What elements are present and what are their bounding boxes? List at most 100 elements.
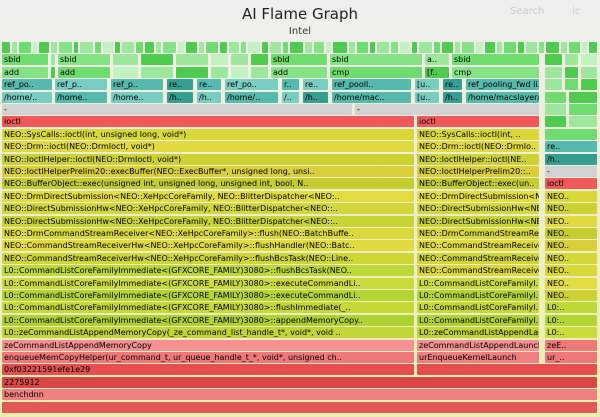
flame-frame[interactable] [95, 42, 101, 53]
flame-frame[interactable]: /h.. [545, 153, 597, 165]
flame-frame[interactable]: NEO::CommandStreamReceiverHw<NEO::XeHpcC… [2, 252, 414, 264]
flame-frame[interactable]: add [58, 66, 110, 78]
flame-frame[interactable] [251, 54, 268, 66]
flame-frame[interactable]: /h.. [443, 91, 462, 103]
flame-frame[interactable] [314, 42, 324, 53]
flame-frame[interactable] [51, 66, 55, 78]
flame-frame[interactable] [176, 66, 208, 78]
flame-frame[interactable] [80, 42, 93, 53]
flame-frame[interactable]: L0:.. [545, 327, 597, 339]
flame-frame[interactable]: - [545, 166, 597, 177]
flame-frame[interactable] [582, 42, 587, 53]
flame-frame[interactable]: L0::CommandListCoreFamilyImmediate<(GFXC… [2, 290, 414, 301]
flame-frame[interactable] [231, 66, 248, 78]
flame-frame[interactable] [545, 54, 562, 66]
flame-frame[interactable]: /home/.. [225, 91, 278, 103]
flame-frame[interactable]: - [2, 104, 352, 115]
flame-frame[interactable]: zeE.. [545, 339, 597, 351]
flame-frame[interactable]: NEO::DrmCommandStreamReceiver<NEO::XeHpc… [2, 228, 414, 239]
flame-frame[interactable] [186, 42, 197, 53]
flame-frame[interactable]: [u.. [415, 91, 439, 103]
flame-frame[interactable]: [u.. [415, 79, 439, 91]
flame-frame[interactable]: NEO::DrmDirectSubmission<N.. [417, 190, 539, 202]
flame-frame[interactable] [156, 42, 161, 53]
flame-frame[interactable] [569, 42, 580, 53]
flame-frame[interactable] [136, 42, 143, 53]
flame-frame[interactable]: NEO::CommandStreamReceiverHw<NEO::XeHpcC… [2, 240, 414, 252]
flame-frame[interactable]: L0::CommandListCoreFamilyI.. [417, 302, 539, 314]
flame-frame[interactable] [539, 42, 544, 53]
flame-frame[interactable]: L0::zeCommandListAppendLau.. [417, 327, 539, 339]
flame-frame[interactable]: /.. [282, 91, 299, 103]
flame-frame[interactable] [569, 116, 597, 128]
flame-frame[interactable] [565, 54, 578, 66]
flame-frame[interactable]: L0::CommandListCoreFamilyImmediate<(GFXC… [2, 277, 414, 289]
flame-frame[interactable]: NEO::CommandStreamReceiver. [417, 265, 539, 277]
flame-frame[interactable] [141, 66, 173, 78]
flame-frame[interactable] [163, 42, 176, 53]
flame-frame[interactable] [305, 42, 312, 53]
flame-frame[interactable]: NEO::IoctlHelper::ioctl(NEO::DrmIoctl, v… [2, 153, 414, 165]
flame-frame[interactable]: re.. [303, 79, 328, 91]
flame-frame[interactable] [33, 42, 37, 53]
flame-frame[interactable]: L0::CommandListCoreFamilyImmediate<(GFXC… [2, 302, 414, 314]
flame-frame[interactable] [283, 42, 288, 53]
flame-frame[interactable]: NEO::DrmCommandStreamRecei [417, 228, 539, 239]
flame-frame[interactable]: NEO::CommandStreamReceiver.. [417, 252, 539, 264]
flame-frame[interactable] [145, 42, 154, 53]
flame-frame[interactable]: re.. [443, 79, 462, 91]
flame-frame[interactable]: NEO.. [545, 252, 597, 264]
search-button[interactable]: Search [510, 6, 545, 17]
flame-frame[interactable]: /home.. [55, 91, 107, 103]
flame-frame[interactable]: 0xf03221591efe1e29 [2, 364, 414, 376]
flame-frame[interactable]: sbid [2, 54, 48, 66]
flame-frame[interactable]: add [2, 66, 48, 78]
flame-frame[interactable] [51, 42, 57, 53]
flame-frame[interactable] [462, 42, 474, 53]
flame-frame[interactable]: NEO.. [545, 203, 597, 215]
flame-frame[interactable]: benchdnn [2, 389, 597, 401]
flame-frame[interactable] [39, 42, 49, 53]
flame-frame[interactable]: sbid [330, 54, 422, 66]
flame-frame[interactable]: NEO::CommandStreamReceiver.. [417, 240, 539, 252]
flame-frame[interactable] [419, 42, 432, 53]
flame-frame[interactable] [206, 42, 218, 53]
flame-frame[interactable]: ref_pooling_fwd li.. [466, 79, 539, 91]
flame-frame[interactable]: ref_pooll.. [332, 79, 411, 91]
flame-frame[interactable] [497, 42, 502, 53]
flame-frame[interactable] [290, 42, 303, 53]
flame-frame[interactable] [2, 42, 10, 53]
flame-frame[interactable]: cmp [452, 66, 539, 78]
flame-frame[interactable] [211, 54, 228, 66]
flame-frame[interactable] [241, 42, 246, 53]
flame-frame[interactable]: a.. [425, 54, 449, 66]
flame-frame[interactable] [262, 42, 268, 53]
flame-frame[interactable]: /h.. [167, 91, 193, 103]
flame-frame[interactable] [581, 54, 597, 66]
flame-frame[interactable]: NEO.. [545, 240, 597, 252]
flame-frame[interactable] [545, 79, 562, 91]
flame-frame[interactable] [589, 42, 597, 53]
flame-frame[interactable] [546, 42, 559, 53]
flame-frame[interactable] [442, 42, 453, 53]
flame-frame[interactable]: /h.. [303, 91, 328, 103]
flame-frame[interactable] [565, 66, 578, 78]
flame-frame[interactable]: NEO::DirectSubmissionHw<NEO::XeHpcCoreFa… [2, 203, 414, 215]
flame-frame[interactable]: ioctl [417, 116, 539, 128]
flame-frame[interactable]: sbid [452, 54, 539, 66]
flame-frame[interactable]: urEnqueueKernelLaunch [417, 352, 539, 363]
flame-frame[interactable] [545, 66, 562, 78]
flame-frame[interactable] [103, 42, 113, 53]
ignore-case-button[interactable]: ic [572, 6, 581, 17]
flame-frame[interactable]: sbid [58, 54, 110, 66]
flame-frame[interactable] [2, 401, 597, 413]
flame-frame[interactable] [74, 42, 78, 53]
flame-frame[interactable]: sbid [271, 54, 327, 66]
flame-frame[interactable] [412, 42, 417, 53]
flame-frame[interactable]: /home/mac.. [332, 91, 411, 103]
flame-frame[interactable] [141, 54, 173, 66]
flame-frame[interactable]: NEO::IoctlHelperPrelim20::.. [417, 166, 539, 177]
flame-frame[interactable]: NEO::Drm::ioctl(NEO::DrmIoctl, void*) [2, 141, 414, 153]
flame-frame[interactable] [51, 54, 55, 66]
flame-frame[interactable]: ref_po.. [2, 79, 52, 91]
